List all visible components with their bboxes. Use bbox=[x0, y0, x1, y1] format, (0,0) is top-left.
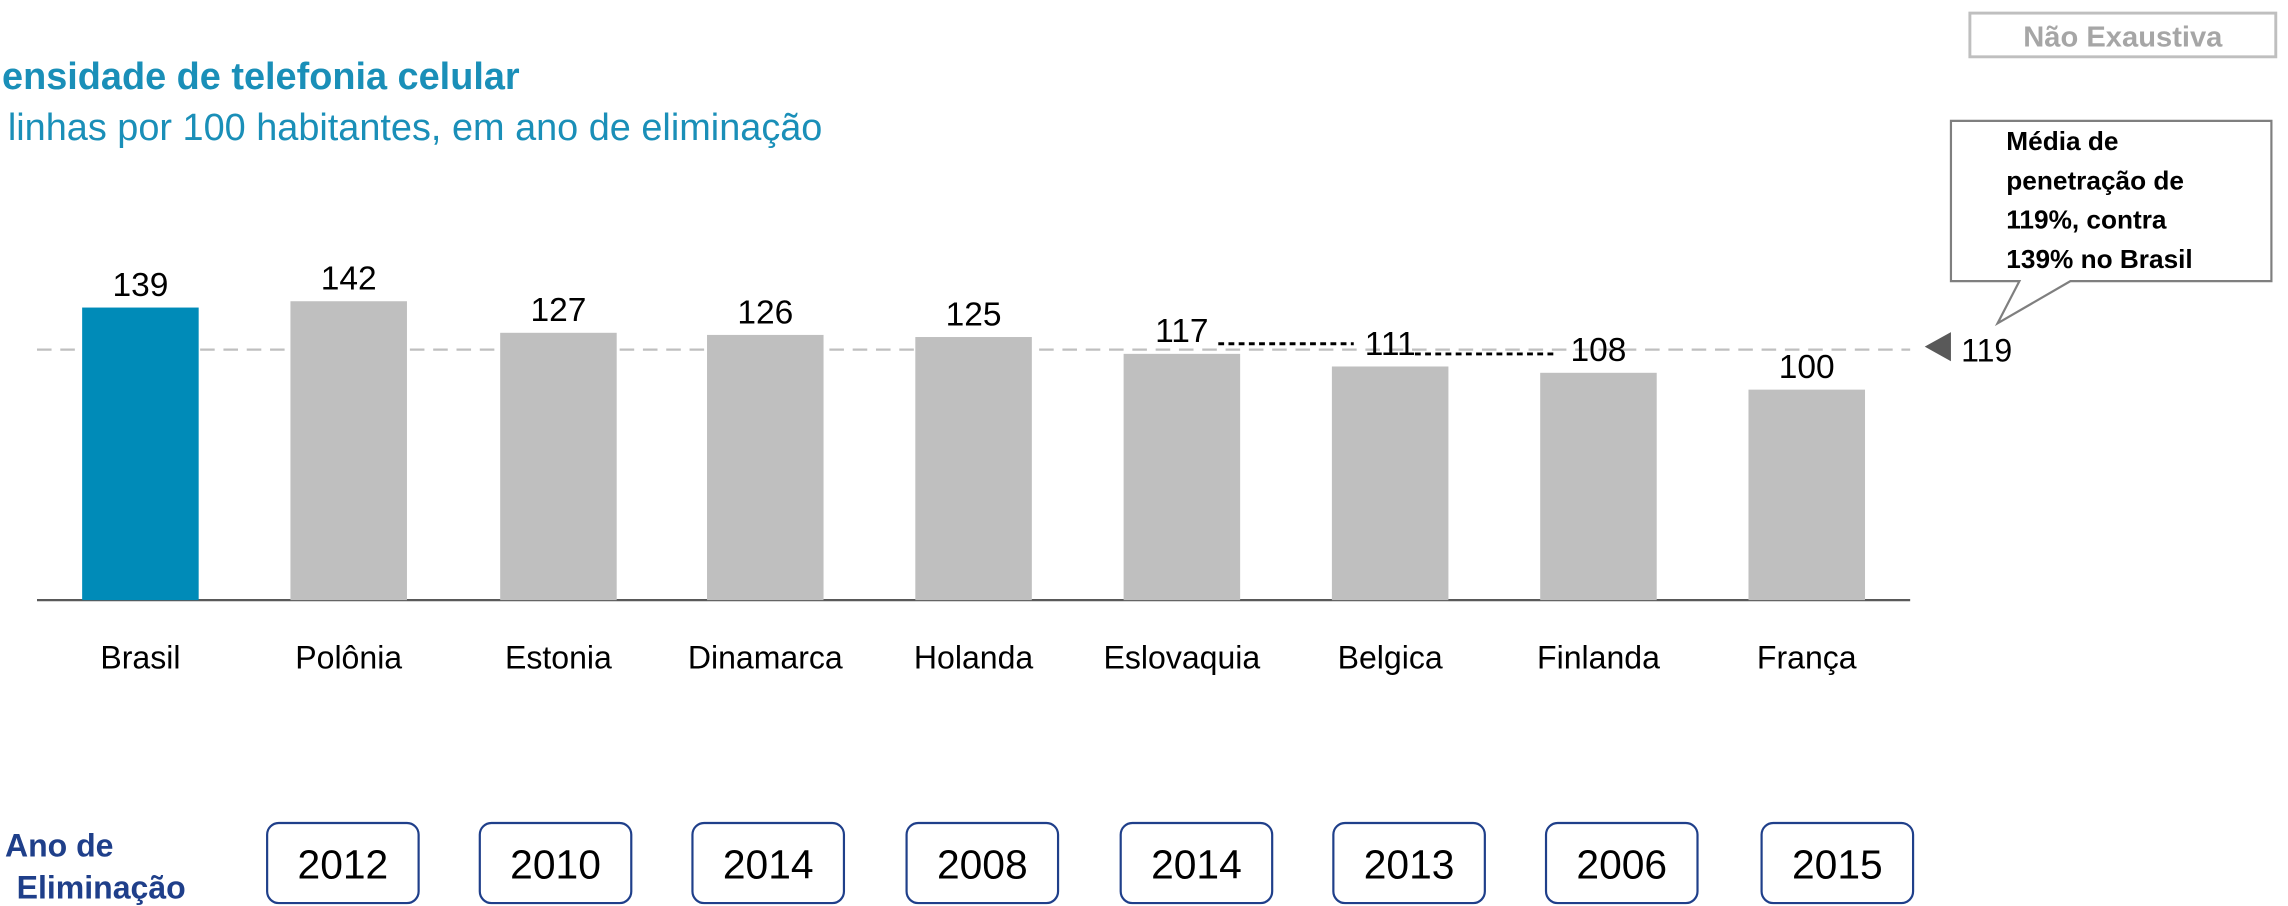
year-box bbox=[1332, 821, 1486, 905]
bar bbox=[500, 332, 617, 601]
value-label: 126 bbox=[737, 294, 793, 331]
year-box bbox=[478, 821, 633, 905]
year: 2008 bbox=[937, 841, 1028, 887]
years-label: Ano de bbox=[5, 827, 114, 863]
badge: Não Exaustiva bbox=[2023, 22, 2223, 54]
bar bbox=[1331, 366, 1449, 601]
bar bbox=[915, 337, 1032, 601]
chart-subtitle: linhas por 100 habitantes, em ano de eli… bbox=[8, 107, 823, 149]
average-label: 119 bbox=[1961, 332, 2012, 368]
bar bbox=[290, 301, 407, 601]
callout-box bbox=[1949, 119, 2273, 327]
value-label: 108 bbox=[1571, 332, 1627, 369]
year: 2015 bbox=[1792, 841, 1883, 887]
bar bbox=[1540, 372, 1657, 601]
value-label: 127 bbox=[530, 292, 586, 329]
year-box bbox=[905, 821, 1060, 905]
bar bbox=[707, 334, 824, 601]
year: 2014 bbox=[1151, 841, 1242, 887]
bar bbox=[82, 307, 199, 601]
x-tick-label: Estonia bbox=[505, 640, 612, 676]
year-box bbox=[1760, 821, 1915, 905]
x-tick-label: Finlanda bbox=[1537, 640, 1660, 676]
year: 2012 bbox=[298, 841, 389, 887]
callout-text: penetração de bbox=[2006, 165, 2184, 195]
value-label: 125 bbox=[946, 296, 1002, 333]
x-tick-label: Eslovaquia bbox=[1104, 640, 1261, 676]
year: 2014 bbox=[723, 841, 814, 887]
year-box bbox=[266, 821, 420, 905]
callout-text: Média de bbox=[2006, 126, 2118, 156]
value-label: 139 bbox=[112, 267, 168, 304]
bar bbox=[1748, 389, 1866, 601]
year: 2013 bbox=[1364, 841, 1455, 887]
callout-text: 139% no Brasil bbox=[2006, 244, 2192, 274]
badge-box bbox=[1968, 11, 2278, 59]
value-label: 117 bbox=[1155, 313, 1208, 350]
year: 2006 bbox=[1576, 841, 1667, 887]
chart-title: ensidade de telefonia celular bbox=[2, 56, 520, 98]
x-tick-label: Holanda bbox=[914, 640, 1034, 676]
year: 2010 bbox=[510, 841, 601, 887]
value-label: 142 bbox=[321, 261, 377, 298]
value-label: 111 bbox=[1365, 326, 1416, 363]
average-marker bbox=[1924, 332, 1951, 362]
years-label: Eliminação bbox=[17, 870, 186, 906]
year-box bbox=[1119, 821, 1274, 905]
x-tick-label: Belgica bbox=[1338, 640, 1443, 676]
x-tick-label: Dinamarca bbox=[688, 640, 843, 676]
x-tick-label: Polônia bbox=[295, 640, 402, 676]
x-tick-label: França bbox=[1757, 640, 1857, 676]
value-label: 100 bbox=[1779, 349, 1835, 386]
bar bbox=[1123, 353, 1241, 601]
year-box bbox=[691, 821, 846, 905]
x-tick-label: Brasil bbox=[100, 640, 180, 676]
year-box bbox=[1544, 821, 1699, 905]
callout-text: 119%, contra bbox=[2006, 205, 2167, 235]
